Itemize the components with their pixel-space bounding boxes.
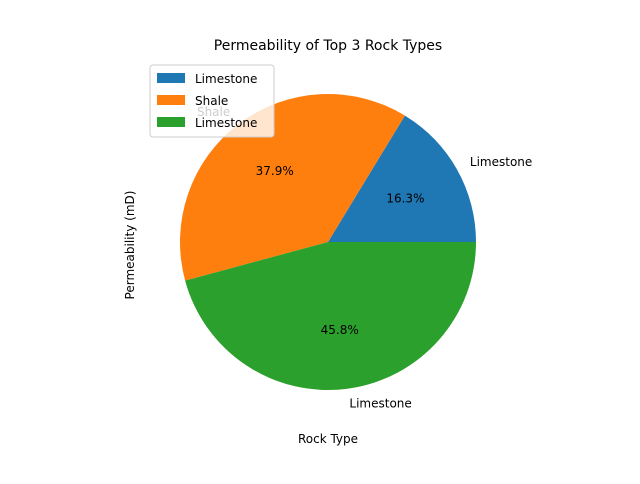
legend-entry-label: Shale <box>195 94 228 108</box>
legend-swatch <box>157 117 185 127</box>
pie-slice <box>328 115 477 242</box>
slice-label: Limestone <box>470 155 532 169</box>
chart-title: Permeability of Top 3 Rock Types <box>214 38 442 54</box>
legend-swatch <box>157 95 185 105</box>
pie-slices <box>180 94 477 391</box>
slice-label: Limestone <box>349 396 411 410</box>
x-axis-label: Rock Type <box>298 432 358 446</box>
slice-percent-label: 45.8% <box>321 323 359 337</box>
legend-swatch <box>157 73 185 83</box>
legend-entry-label: Limestone <box>195 116 257 130</box>
legend-entry-label: Limestone <box>195 72 257 86</box>
slice-percent-label: 16.3% <box>386 191 424 205</box>
slice-percent-label: 37.9% <box>256 164 294 178</box>
y-axis-label: Permeability (mD) <box>123 191 137 300</box>
pie-slice <box>185 242 476 391</box>
legend: Limestone Shale Limestone <box>149 64 275 138</box>
pie-slice <box>180 94 405 281</box>
